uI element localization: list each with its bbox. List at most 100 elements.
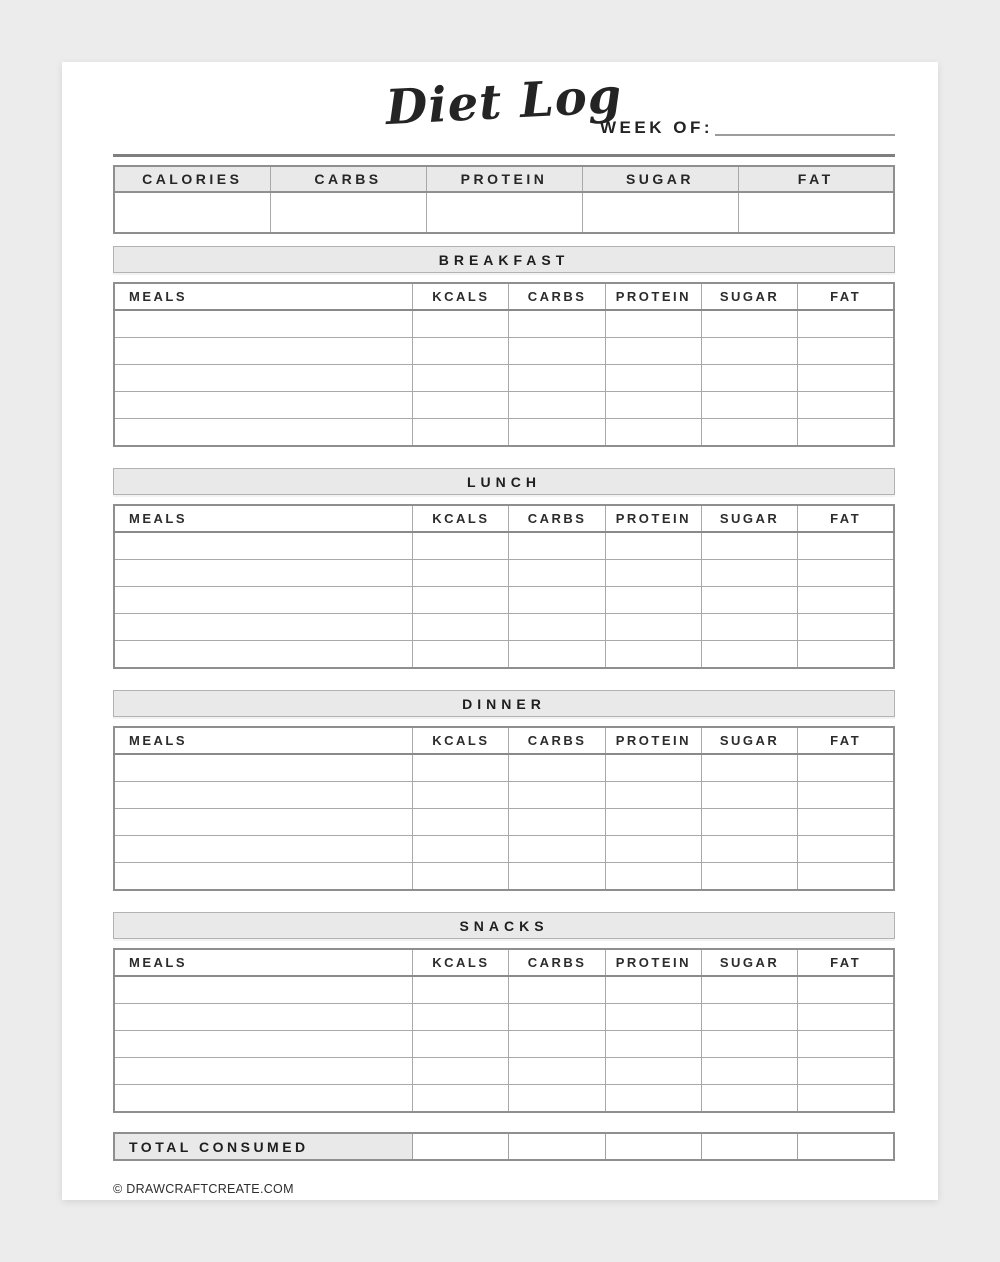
meal-value-cell (412, 418, 510, 447)
meal-value-cell (700, 364, 799, 392)
meal-value-cell (412, 1057, 510, 1085)
total-value-cell (797, 1132, 895, 1161)
col-meals: MEALS (113, 282, 414, 311)
meal-name-cell (113, 1003, 414, 1031)
col-sugar: SUGAR (700, 726, 799, 755)
meal-value-cell (508, 781, 606, 809)
meal-value-cell (797, 1057, 895, 1085)
col-sugar: SUGAR (700, 948, 799, 977)
meal-name-cell (113, 835, 414, 863)
meal-value-cell (508, 586, 606, 614)
meal-value-cell (604, 781, 702, 809)
meal-value-cell (604, 586, 702, 614)
meal-value-cell (412, 781, 510, 809)
meal-value-cell (797, 391, 895, 419)
meal-name-cell (113, 753, 414, 782)
page-header: Diet Log WEEK OF: (113, 62, 895, 154)
summary-value-row (113, 191, 895, 234)
meal-value-cell (797, 418, 895, 447)
col-fat: FAT (797, 504, 895, 533)
meal-name-cell (113, 391, 414, 419)
section-lunch-header: LUNCH (113, 468, 895, 495)
dinner-table: MEALS KCALS CARBS PROTEIN SUGAR FAT (113, 726, 895, 891)
summary-value-cell (581, 191, 739, 234)
col-meals: MEALS (113, 948, 414, 977)
meal-value-cell (412, 835, 510, 863)
meal-value-cell (604, 1084, 702, 1113)
summary-col-fat: FAT (737, 165, 895, 193)
meal-value-cell (412, 1084, 510, 1113)
meal-value-cell (700, 559, 799, 587)
meal-value-cell (604, 975, 702, 1004)
meal-row (113, 862, 895, 891)
meal-row (113, 559, 895, 587)
meal-value-cell (797, 781, 895, 809)
total-value-cell (508, 1132, 606, 1161)
section-title: DINNER (462, 695, 546, 712)
meal-value-cell (508, 1003, 606, 1031)
meal-value-cell (508, 613, 606, 641)
meal-name-cell (113, 1030, 414, 1058)
meal-row (113, 835, 895, 863)
lunch-table: MEALS KCALS CARBS PROTEIN SUGAR FAT (113, 504, 895, 669)
meal-value-cell (412, 531, 510, 560)
col-fat: FAT (797, 282, 895, 311)
summary-col-calories: CALORIES (113, 165, 271, 193)
meal-value-cell (604, 808, 702, 836)
col-meals: MEALS (113, 726, 414, 755)
meal-value-cell (508, 309, 606, 338)
meal-value-cell (604, 862, 702, 891)
copyright-text: © DRAWCRAFTCREATE.COM (113, 1182, 294, 1196)
header-divider (113, 154, 895, 157)
meal-value-cell (412, 364, 510, 392)
summary-col-protein: PROTEIN (425, 165, 583, 193)
meal-value-cell (797, 1030, 895, 1058)
meal-name-cell (113, 975, 414, 1004)
meal-row (113, 391, 895, 419)
meal-value-cell (797, 835, 895, 863)
section-snacks-header: SNACKS (113, 912, 895, 939)
meal-value-cell (412, 559, 510, 587)
meal-value-cell (797, 531, 895, 560)
meal-value-cell (508, 364, 606, 392)
meal-name-cell (113, 531, 414, 560)
meal-name-cell (113, 337, 414, 365)
meal-value-cell (700, 531, 799, 560)
section-dinner: DINNER MEALS KCALS CARBS PROTEIN SUGAR F… (113, 690, 895, 891)
col-kcals: KCALS (412, 282, 510, 311)
meal-value-cell (604, 835, 702, 863)
meal-value-cell (797, 640, 895, 669)
meal-name-cell (113, 781, 414, 809)
total-consumed-label: TOTAL CONSUMED (113, 1132, 414, 1161)
meal-table-header-row: MEALS KCALS CARBS PROTEIN SUGAR FAT (113, 948, 895, 977)
meal-value-cell (412, 975, 510, 1004)
section-breakfast: BREAKFAST MEALS KCALS CARBS PROTEIN SUGA… (113, 246, 895, 447)
meal-value-cell (412, 613, 510, 641)
meal-value-cell (412, 586, 510, 614)
col-fat: FAT (797, 726, 895, 755)
total-value-cell (700, 1132, 799, 1161)
meal-value-cell (604, 1057, 702, 1085)
meal-value-cell (700, 337, 799, 365)
section-title: LUNCH (467, 473, 541, 490)
meal-value-cell (604, 364, 702, 392)
summary-header-row: CALORIES CARBS PROTEIN SUGAR FAT (113, 165, 895, 193)
summary-table: CALORIES CARBS PROTEIN SUGAR FAT (113, 165, 895, 234)
meal-value-cell (604, 613, 702, 641)
meal-value-cell (700, 753, 799, 782)
snacks-table: MEALS KCALS CARBS PROTEIN SUGAR FAT (113, 948, 895, 1113)
meal-name-cell (113, 1084, 414, 1113)
col-kcals: KCALS (412, 504, 510, 533)
total-value-cell (412, 1132, 510, 1161)
meal-value-cell (412, 1030, 510, 1058)
col-sugar: SUGAR (700, 504, 799, 533)
meal-value-cell (700, 309, 799, 338)
summary-value-cell (425, 191, 583, 234)
col-protein: PROTEIN (604, 948, 702, 977)
meal-row (113, 1057, 895, 1085)
meal-table-header-row: MEALS KCALS CARBS PROTEIN SUGAR FAT (113, 282, 895, 311)
meal-value-cell (508, 531, 606, 560)
week-of-fill-line (715, 132, 895, 136)
meal-value-cell (508, 753, 606, 782)
meal-value-cell (797, 613, 895, 641)
